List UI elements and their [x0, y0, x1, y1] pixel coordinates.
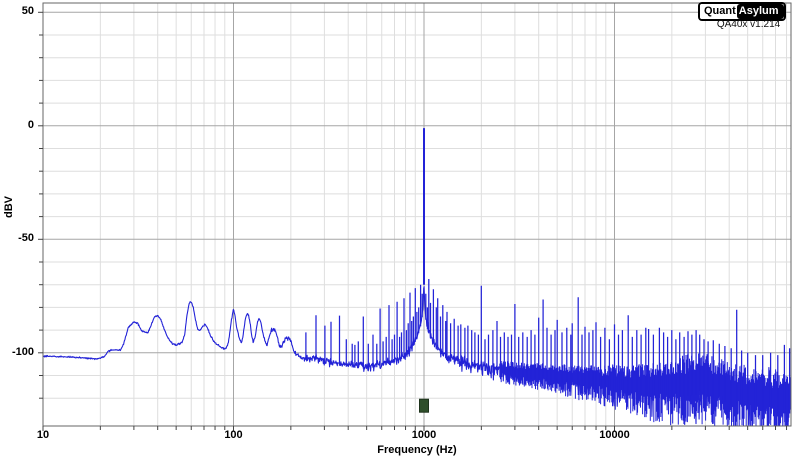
logo-text-asylum: Asylum — [736, 4, 784, 19]
y-axis-tick-label: 50 — [21, 5, 34, 18]
y-axis-tick-label: -100 — [11, 345, 34, 358]
logo-text-quant: Quant — [700, 4, 737, 19]
y-axis-tick-label: 0 — [27, 118, 34, 131]
x-axis-tick-label: 1000 — [411, 429, 437, 441]
generator-frequency-marker — [419, 398, 429, 413]
quantasylum-logo: Quant Asylum — [698, 2, 786, 21]
grid-major — [42, 3, 791, 426]
app-version-label: QA40x v1.214 — [716, 19, 781, 30]
y-axis-tick-label: -50 — [18, 232, 34, 245]
x-axis-tick-label: 10000 — [599, 429, 630, 441]
spectrum-noise-trace — [42, 286, 792, 427]
y-axis-title: dBV — [3, 196, 15, 218]
plot-border — [42, 2, 792, 427]
x-axis-tick-label: 100 — [224, 429, 243, 441]
axis-ticks — [38, 11, 788, 431]
x-axis-title: Frequency (Hz) — [377, 444, 457, 456]
x-axis-tick-label: 10 — [36, 429, 50, 441]
grid-minor — [43, 3, 791, 426]
spectrum-spurs — [305, 279, 791, 414]
